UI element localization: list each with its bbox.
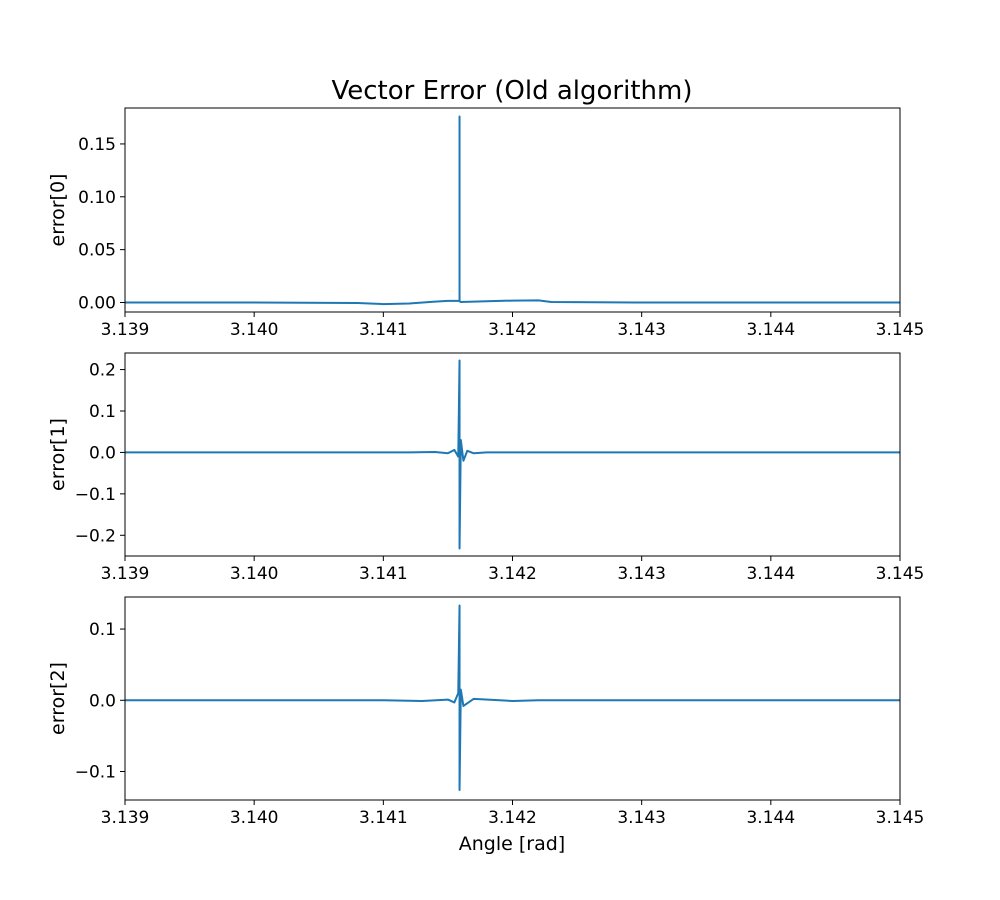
subplot-0: 3.139 3.140 3.141 3.142 3.143 3.144 3.145 0.00 0… <box>47 107 925 340</box>
y-tick-label: 0.15 <box>78 135 116 155</box>
x-tick-label: 3.145 <box>876 320 925 340</box>
y-tick-label: −0.1 <box>75 763 116 783</box>
x-tick-label: 3.140 <box>230 564 279 584</box>
x-tick-label: 3.140 <box>230 320 279 340</box>
y-tick-label: 0.1 <box>89 402 116 422</box>
y-tick-label: 0.05 <box>78 241 116 261</box>
series-line-1 <box>125 359 900 550</box>
x-tick-label: 3.139 <box>101 320 150 340</box>
x-tick-label: 3.144 <box>746 564 795 584</box>
y-axis-label-2: error[2] <box>47 662 69 735</box>
x-tick-label: 3.145 <box>876 564 925 584</box>
series-line-2 <box>125 604 900 792</box>
y-axis-label-0: error[0] <box>47 174 69 247</box>
x-tick-label: 3.141 <box>359 320 408 340</box>
x-tick-label: 3.141 <box>359 564 408 584</box>
y-tick-label: 0.2 <box>89 361 116 381</box>
figure-title: Vector Error (Old algorithm) <box>332 76 693 106</box>
y-tick-label: −0.1 <box>75 485 116 505</box>
y-tick-label: −0.2 <box>75 526 116 546</box>
x-tick-label: 3.142 <box>488 808 537 828</box>
x-tick-label: 3.142 <box>488 564 537 584</box>
x-tick-label: 3.143 <box>617 564 666 584</box>
y-tick-label: 0.1 <box>89 620 116 640</box>
x-tick-label: 3.143 <box>617 808 666 828</box>
x-axis-label: Angle [rad] <box>459 833 565 855</box>
x-tick-label: 3.142 <box>488 320 537 340</box>
x-tick-label: 3.144 <box>746 320 795 340</box>
y-tick-label: 0.10 <box>78 188 116 208</box>
subplot-2: 3.139 3.140 3.141 3.142 3.143 3.144 3.145 −0.1 0… <box>47 596 925 828</box>
y-axis-label-1: error[1] <box>47 418 69 491</box>
series-line-0 <box>125 115 900 306</box>
x-tick-label: 3.145 <box>876 808 925 828</box>
x-tick-label: 3.139 <box>101 564 150 584</box>
x-tick-label: 3.141 <box>359 808 408 828</box>
x-tick-label: 3.140 <box>230 808 279 828</box>
y-tick-label: 0.0 <box>89 691 116 711</box>
x-tick-label: 3.144 <box>746 808 795 828</box>
subplots: 3.139 3.140 3.141 3.142 3.143 3.144 3.145 0.00 0… <box>47 107 925 828</box>
x-tick-label: 3.143 <box>617 320 666 340</box>
x-tick-label: 3.139 <box>101 808 150 828</box>
y-tick-label: 0.0 <box>89 443 116 463</box>
subplot-1: 3.139 3.140 3.141 3.142 3.143 3.144 3.145 −0.2 −… <box>47 352 925 584</box>
y-tick-label: 0.00 <box>78 293 116 313</box>
